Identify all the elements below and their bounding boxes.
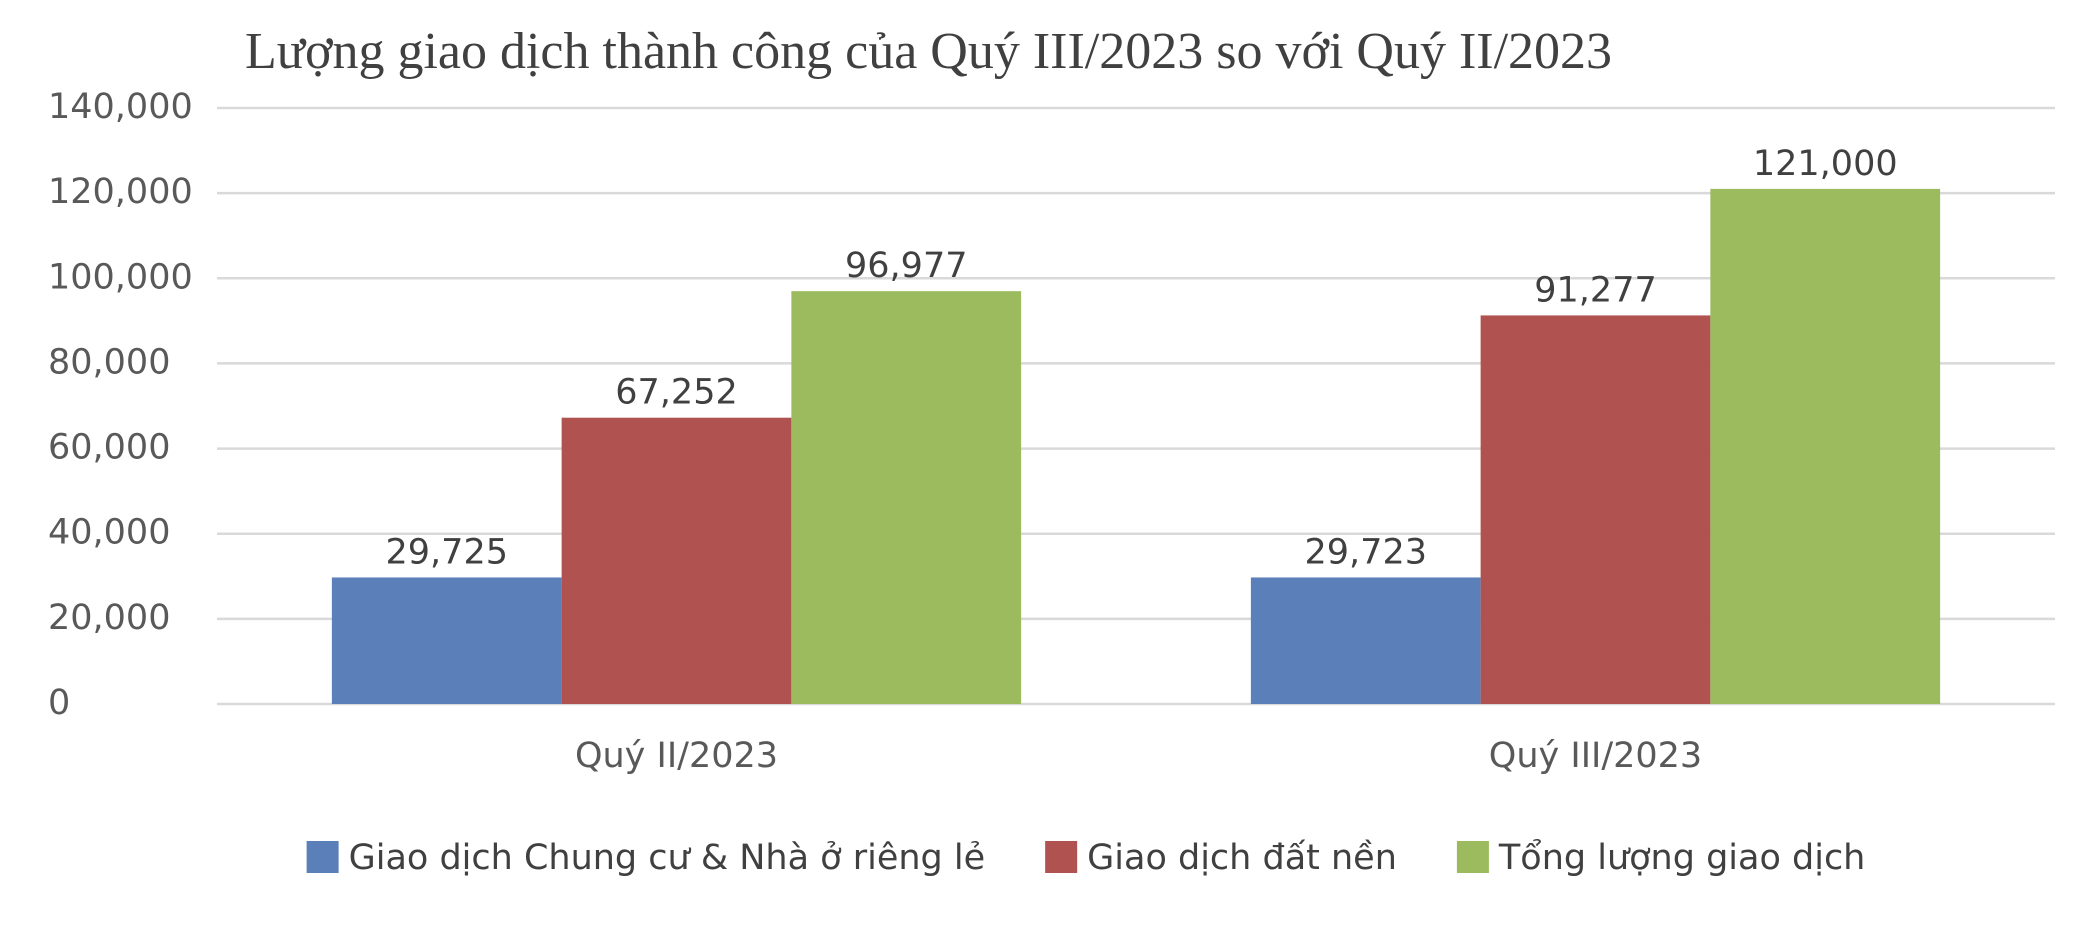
data-label: 121,000: [1753, 144, 1898, 184]
legend-swatch: [1045, 841, 1078, 873]
y-tick-label: 80,000: [48, 342, 170, 382]
legend-swatch: [306, 841, 339, 873]
bar: [791, 291, 1022, 704]
bar: [561, 417, 792, 704]
data-label: 91,277: [1534, 270, 1656, 310]
y-tick-label: 140,000: [48, 87, 193, 127]
bar: [331, 577, 562, 704]
data-label: 96,977: [845, 246, 967, 286]
data-label: 29,725: [386, 532, 508, 572]
legend-swatch: [1456, 841, 1489, 873]
bar: [1250, 577, 1481, 704]
data-label: 29,723: [1305, 532, 1427, 572]
y-tick-label: 120,000: [48, 172, 193, 212]
legend-label: Giao dịch đất nền: [1087, 838, 1397, 878]
y-tick-label: 60,000: [48, 428, 170, 468]
bar: [1710, 188, 1941, 704]
x-tick-label: Quý III/2023: [1489, 736, 1702, 776]
y-tick-label: 20,000: [48, 598, 170, 638]
bar: [1480, 315, 1711, 704]
y-tick-label: 100,000: [48, 257, 193, 297]
y-tick-label: 40,000: [48, 513, 170, 553]
data-label: 67,252: [615, 373, 737, 413]
y-tick-label: 0: [48, 683, 70, 723]
legend-label: Tổng lượng giao dịch: [1498, 837, 1865, 878]
chart-title: Lượng giao dịch thành công của Quý III/2…: [245, 23, 1612, 80]
x-tick-label: Quý II/2023: [575, 736, 778, 776]
legend-label: Giao dịch Chung cư & Nhà ở riêng lẻ: [349, 838, 986, 878]
